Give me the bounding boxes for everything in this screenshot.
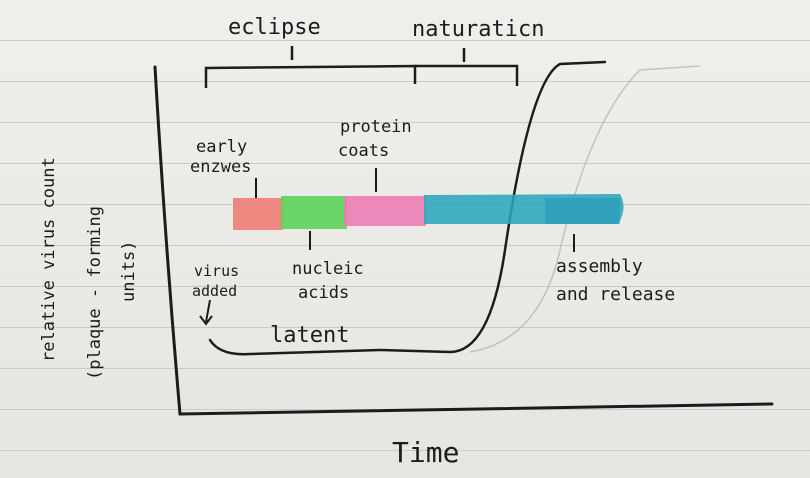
- assembly-label-line2: and release: [556, 284, 675, 305]
- virus-added-label-line1: virus: [194, 262, 239, 280]
- x-axis-label: Time: [392, 436, 459, 469]
- virus-added-arrow: [199, 299, 213, 326]
- virus-added-label-line2: added: [192, 282, 237, 300]
- faint-curve-ghost: [469, 65, 701, 353]
- y-axis-label-line3: units): [119, 241, 139, 302]
- nucleic-acids-label-line2: acids: [298, 283, 349, 303]
- growth-curve: [208, 60, 607, 356]
- protein-coats-segment: [344, 196, 426, 226]
- protein-coats-label-line1: protein: [340, 117, 412, 137]
- maturation-label: naturaticn: [412, 17, 544, 42]
- assembly-highlight: [545, 198, 620, 224]
- y-axis: [153, 65, 182, 416]
- early-enzymes-segment: [233, 198, 283, 230]
- eclipse-bracket: [204, 64, 417, 88]
- early-enzymes-label-line1: early: [196, 137, 247, 157]
- y-axis-label-line2: (plaque - forming: [85, 206, 105, 380]
- assembly-label-line1: assembly: [556, 256, 643, 277]
- nucleic-acids-label-line1: nucleic: [292, 259, 364, 279]
- x-axis: [178, 402, 774, 416]
- maturation-bracket: [415, 64, 519, 86]
- latent-label: latent: [270, 323, 349, 348]
- nucleic-acids-segment: [281, 196, 347, 229]
- y-axis-label-line1: relative virus count: [39, 157, 59, 362]
- early-enzymes-label-line2: enzwes: [190, 157, 251, 177]
- eclipse-label: eclipse: [228, 15, 321, 40]
- protein-coats-label-line2: coats: [338, 141, 389, 161]
